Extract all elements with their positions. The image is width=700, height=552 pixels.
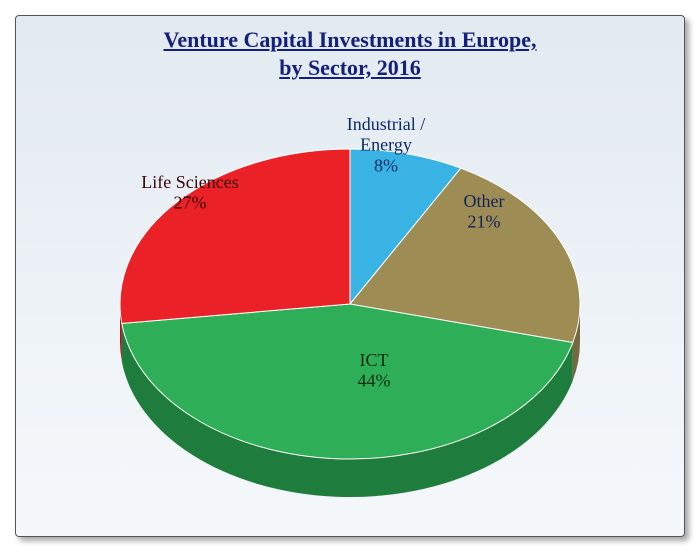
pie-label-other: Other21%	[464, 191, 505, 232]
chart-title: Venture Capital Investments in Europe, b…	[16, 26, 684, 81]
chart-area: Industrial /Energy8%Other21%ICT44%Life S…	[16, 94, 684, 526]
chart-title-line1: Venture Capital Investments in Europe,	[163, 27, 536, 52]
chart-title-line2: by Sector, 2016	[279, 55, 421, 80]
page-root: Venture Capital Investments in Europe, b…	[0, 0, 700, 552]
chart-card: Venture Capital Investments in Europe, b…	[15, 15, 685, 537]
pie-label-ict: ICT44%	[358, 350, 391, 391]
pie-chart-svg: Industrial /Energy8%Other21%ICT44%Life S…	[16, 94, 684, 524]
